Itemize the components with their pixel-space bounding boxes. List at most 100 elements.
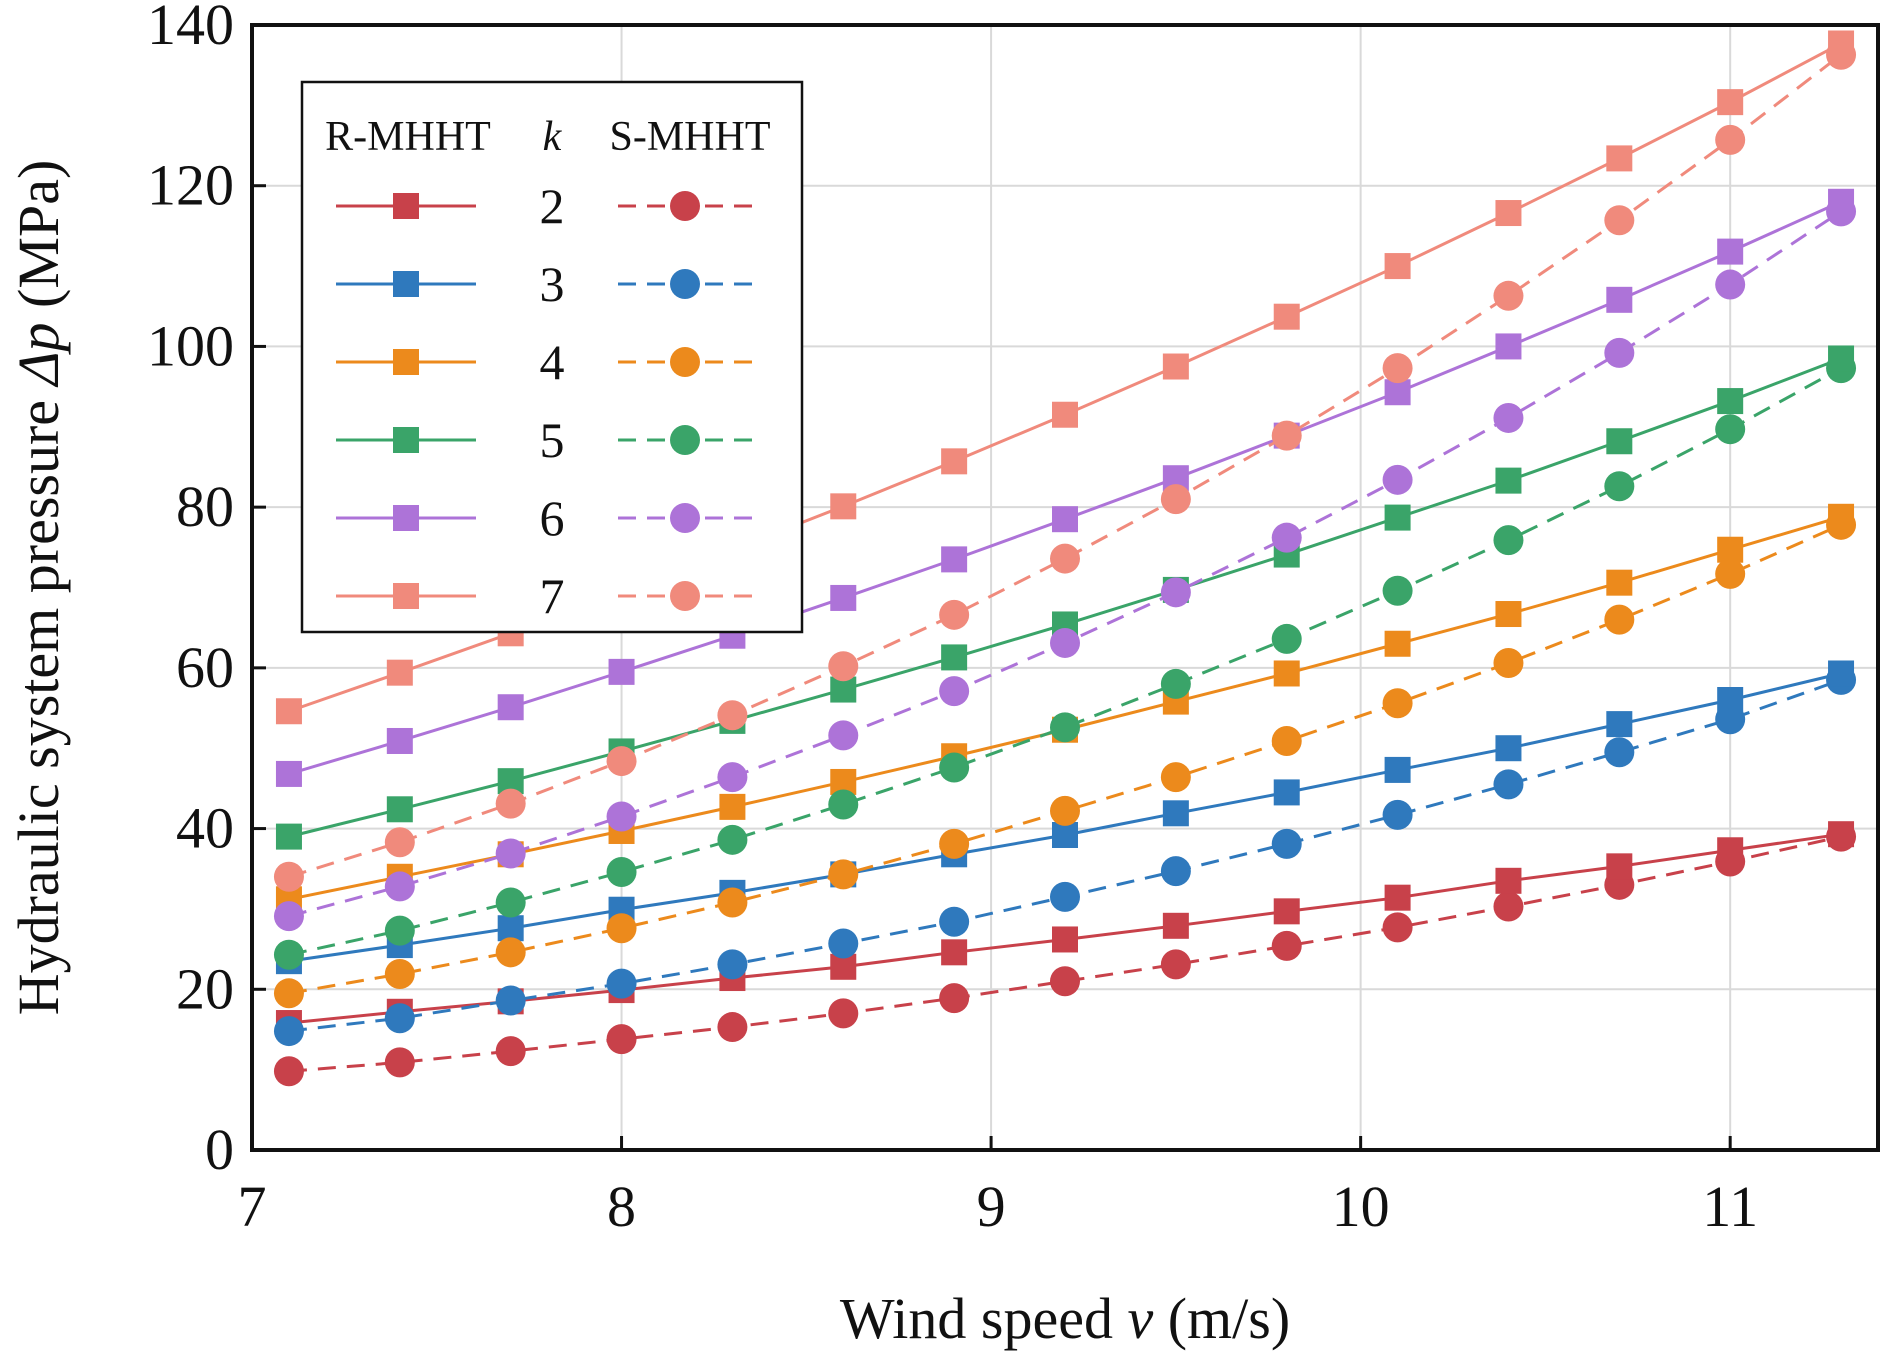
r-mhht-point-k2 (1828, 821, 1855, 848)
y-tick-label: 0 (205, 1117, 234, 1182)
legend-k-label: 4 (540, 334, 565, 390)
legend-header-k: k (543, 114, 563, 160)
r-mhht-point-k4 (1606, 569, 1633, 596)
r-mhht-point-k5 (1384, 504, 1411, 531)
r-mhht-point-k3 (1606, 711, 1633, 738)
s-mhht-point-k5 (1604, 471, 1635, 502)
s-mhht-point-k5 (384, 915, 415, 946)
legend-r-mhht-marker-k2 (393, 193, 419, 219)
x-tick-label: 10 (1332, 1174, 1390, 1239)
r-mhht-point-k7 (1162, 353, 1189, 380)
s-mhht-line-k2 (288, 835, 1842, 1073)
ticks: 7 8 9 10 11 0 20 40 60 80 100 120 140 (147, 0, 1758, 1239)
r-mhht-point-k7 (1495, 200, 1522, 227)
legend-k-label: 3 (540, 256, 565, 312)
legend-s-mhht-marker-k2 (670, 191, 700, 221)
s-mhht-point-k7 (1715, 124, 1746, 155)
s-mhht-point-k7 (1160, 484, 1191, 515)
legend-s-mhht-marker-k6 (670, 503, 700, 533)
s-mhht-point-k4 (717, 887, 748, 918)
legend-box (300, 80, 804, 634)
r-mhht-point-k6 (1495, 333, 1522, 360)
s-mhht-point-k5 (495, 887, 526, 918)
r-mhht-point-k5 (275, 823, 302, 850)
s-mhht-point-k2 (828, 998, 859, 1029)
s-mhht-point-k5 (939, 752, 970, 783)
s-mhht-point-k6 (1382, 464, 1413, 495)
s-mhht-point-k4 (1160, 762, 1191, 793)
s-mhht-point-k6 (495, 838, 526, 869)
s-mhht-point-k7 (1050, 543, 1080, 574)
s-mhht-point-k6 (1715, 269, 1746, 300)
r-mhht-point-k6 (1384, 379, 1411, 406)
s-mhht-point-k2 (939, 983, 970, 1014)
r-mhht-point-k6 (386, 727, 413, 754)
legend-s-mhht-marker-k4 (670, 347, 700, 377)
s-mhht-point-k4 (495, 937, 526, 968)
s-mhht-point-k4 (606, 913, 637, 944)
r-mhht-point-k6 (497, 694, 524, 721)
s-mhht-point-k7 (495, 788, 526, 819)
r-mhht-point-k7 (386, 659, 413, 686)
legend-s-mhht-marker-k7 (670, 581, 700, 611)
s-mhht-point-k3 (1382, 799, 1413, 830)
r-mhht-point-k6 (1828, 188, 1855, 215)
s-mhht-point-k4 (384, 959, 415, 990)
s-mhht-point-k5 (1382, 575, 1413, 606)
s-mhht-point-k7 (1604, 205, 1635, 236)
x-tick-label: 9 (977, 1174, 1006, 1239)
s-mhht-point-k3 (1604, 737, 1635, 768)
legend-r-mhht-marker-k4 (393, 349, 419, 375)
s-mhht-point-k4 (828, 859, 859, 890)
y-tick-label: 40 (176, 796, 234, 861)
s-mhht-point-k3 (1160, 856, 1191, 887)
r-mhht-point-k2 (1717, 837, 1744, 864)
legend-s-mhht-marker-k3 (670, 269, 700, 299)
r-mhht-point-k2 (1384, 884, 1411, 911)
y-tick-label: 100 (147, 313, 234, 378)
r-mhht-point-k2 (1162, 912, 1189, 939)
s-mhht-point-k2 (384, 1047, 415, 1078)
y-tick-label: 20 (176, 956, 234, 1021)
s-mhht-point-k4 (1050, 795, 1080, 826)
x-tick-label: 8 (607, 1174, 636, 1239)
r-mhht-point-k5 (386, 796, 413, 823)
legend: R-MHHT k S-MHHT 2 3 4 5 6 7 (300, 80, 804, 634)
r-mhht-point-k7 (1384, 253, 1411, 280)
s-mhht-point-k5 (1493, 525, 1524, 556)
r-mhht-point-k2 (941, 939, 968, 966)
x-tick-label: 7 (238, 1174, 267, 1239)
r-mhht-point-k2 (1273, 898, 1300, 925)
x-tick-label: 11 (1702, 1174, 1758, 1239)
s-mhht-point-k7 (384, 827, 415, 858)
s-mhht-point-k2 (1160, 949, 1191, 980)
s-mhht-point-k4 (1382, 688, 1413, 719)
s-mhht-point-k7 (1493, 280, 1524, 311)
r-mhht-point-k4 (719, 793, 746, 820)
legend-header-r-mhht: R-MHHT (325, 114, 491, 160)
s-mhht-point-k4 (1715, 558, 1746, 589)
r-mhht-point-k3 (497, 915, 524, 942)
r-mhht-point-k7 (830, 493, 857, 520)
s-mhht-point-k5 (1715, 414, 1746, 445)
r-mhht-point-k7 (1717, 89, 1744, 116)
r-mhht-point-k3 (1717, 687, 1744, 713)
r-mhht-point-k7 (941, 448, 968, 475)
r-mhht-point-k3 (1384, 756, 1411, 783)
s-mhht-point-k3 (939, 906, 970, 937)
s-mhht-point-k2 (717, 1012, 748, 1043)
s-mhht-point-k5 (1271, 623, 1302, 654)
s-mhht-point-k4 (1493, 648, 1524, 679)
s-mhht-point-k5 (828, 789, 859, 820)
s-mhht-point-k6 (717, 762, 748, 793)
s-mhht-point-k4 (939, 828, 970, 859)
legend-s-mhht-marker-k5 (670, 425, 700, 455)
s-mhht-point-k7 (273, 861, 304, 892)
r-mhht-point-k3 (1495, 735, 1522, 762)
s-mhht-point-k6 (1493, 402, 1524, 433)
r-mhht-point-k6 (941, 546, 968, 573)
r-mhht-point-k6 (830, 584, 857, 611)
s-mhht-point-k4 (1604, 604, 1635, 635)
s-mhht-point-k5 (273, 939, 304, 970)
